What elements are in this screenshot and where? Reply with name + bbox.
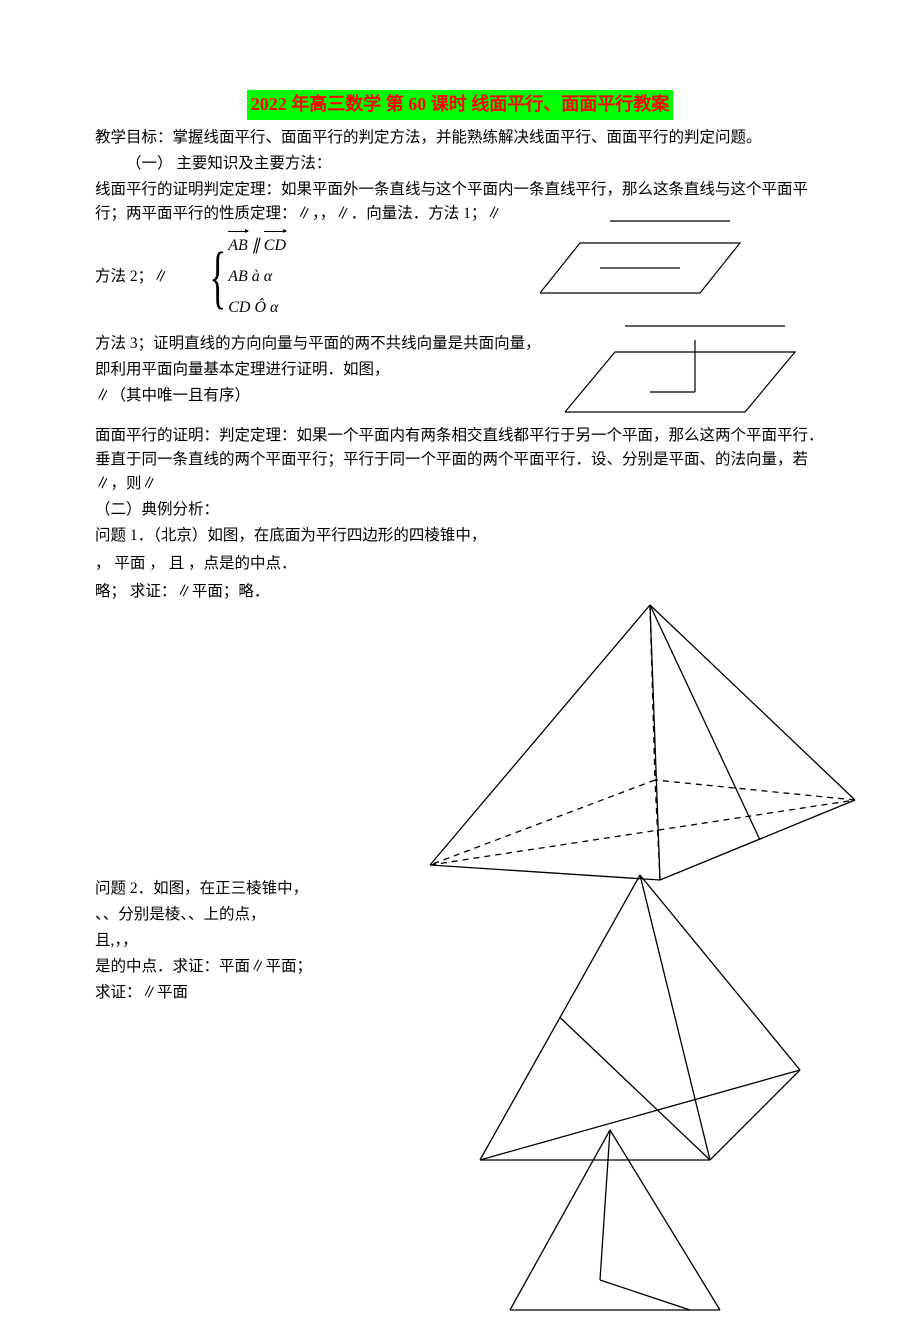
section-1-heading: （一） 主要知识及主要方法： — [95, 152, 825, 176]
formula-line-2: AB à α — [228, 265, 286, 290]
face-proof: 面面平行的证明：判定定理：如果一个平面内有两条相交直线都平行于另一个平面，那么这… — [95, 424, 825, 496]
vector-ab: AB — [228, 234, 248, 259]
q1-b: ， 平面 ， 且 ，点是的中点． — [95, 552, 825, 576]
goal-label: 教学目标： — [95, 129, 173, 146]
brace-formula: { AB ∥ CD AB à α CD Ô α — [201, 234, 286, 320]
method2-label: 方法 2；∥ — [95, 265, 169, 289]
diagram-pyramid-3 — [470, 1125, 760, 1325]
diagram-plane-vectors — [555, 320, 815, 420]
parallel-symbol: ∥ — [252, 234, 260, 259]
diagram-pyramid-1 — [395, 600, 875, 910]
teaching-goal: 教学目标：掌握线面平行、面面平行的判定方法，并能熟练解决线面平行、面面平行的判定… — [95, 126, 825, 150]
goal-text: 掌握线面平行、面面平行的判定方法，并能熟练解决线面平行、面面平行的判定问题。 — [173, 129, 762, 146]
q1-a: 问题 1．（北京）如图，在底面为平行四边形的四棱锥中， — [95, 524, 825, 548]
diagram-line-plane — [530, 215, 760, 295]
formula-line-3: CD Ô α — [228, 296, 286, 321]
left-brace-icon: { — [209, 246, 226, 309]
vector-cd: CD — [264, 234, 286, 259]
formula-line-1: AB ∥ CD — [228, 234, 286, 259]
page-title: 2022 年高三数学 第 60 课时 线面平行、面面平行教案 — [95, 90, 825, 120]
section-2-heading: （二）典例分析： — [95, 498, 825, 522]
title-highlight: 2022 年高三数学 第 60 课时 线面平行、面面平行教案 — [247, 90, 674, 120]
